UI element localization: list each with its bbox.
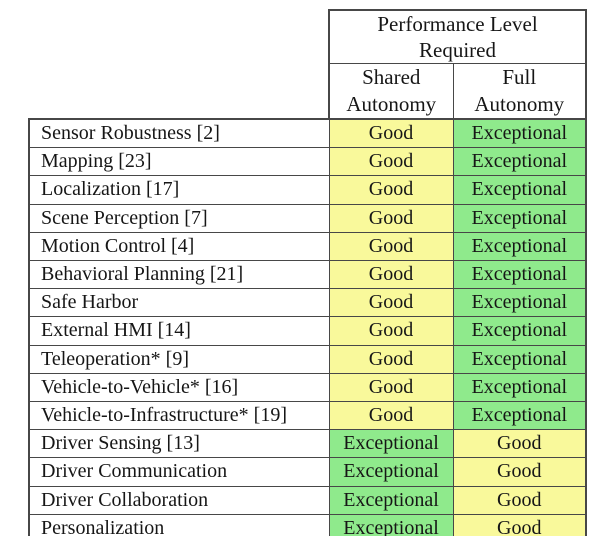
table-row: Safe Harbor Good Exceptional — [28, 288, 587, 318]
capability-label: External HMI [14] — [28, 316, 330, 346]
table-row: Personalization Exceptional Good — [28, 513, 587, 536]
full-autonomy-cell: Good — [452, 513, 587, 536]
full-autonomy-line2: Autonomy — [474, 92, 565, 116]
full-autonomy-cell: Exceptional — [452, 118, 587, 149]
performance-level-line2: Required — [419, 38, 496, 62]
table-row: Driver Collaboration Exceptional Good — [28, 485, 587, 515]
shared-autonomy-cell: Exceptional — [328, 513, 454, 536]
capability-label: Driver Collaboration — [28, 485, 330, 515]
full-autonomy-cell: Exceptional — [452, 344, 587, 374]
full-autonomy-cell: Good — [452, 457, 587, 487]
capability-label: Mapping [23] — [28, 147, 330, 177]
table-row: Teleoperation* [9] Good Exceptional — [28, 344, 587, 374]
capability-label: Localization [17] — [28, 175, 330, 205]
shared-autonomy-line1: Shared — [362, 65, 421, 89]
shared-autonomy-header: Shared Autonomy — [328, 63, 454, 120]
capability-label: Driver Sensing [13] — [28, 429, 330, 459]
shared-autonomy-cell: Good — [328, 260, 454, 290]
shared-autonomy-cell: Good — [328, 316, 454, 346]
shared-autonomy-cell: Exceptional — [328, 457, 454, 487]
table-row: Motion Control [4] Good Exceptional — [28, 231, 587, 262]
shared-autonomy-cell: Good — [328, 203, 454, 233]
full-autonomy-cell: Good — [452, 485, 587, 515]
table-row: Mapping [23] Good Exceptional — [28, 147, 587, 177]
capability-label: Behavioral Planning [21] — [28, 260, 330, 290]
full-autonomy-cell: Exceptional — [452, 175, 587, 205]
shared-autonomy-line2: Autonomy — [346, 92, 437, 116]
table-row: Vehicle-to-Vehicle* [16] Good Exceptional — [28, 372, 587, 403]
shared-autonomy-cell: Good — [328, 175, 454, 205]
shared-autonomy-cell: Good — [328, 372, 454, 403]
capability-label: Vehicle-to-Vehicle* [16] — [28, 372, 330, 403]
capability-label: Driver Communication — [28, 457, 330, 487]
table-row: Driver Sensing [13] Exceptional Good — [28, 429, 587, 459]
table-row: Localization [17] Good Exceptional — [28, 175, 587, 205]
performance-level-header: Performance Level Required — [328, 9, 587, 64]
full-autonomy-cell: Exceptional — [452, 401, 587, 431]
full-autonomy-header: Full Autonomy — [452, 63, 587, 120]
capability-label: Sensor Robustness [2] — [28, 118, 330, 149]
capability-label: Safe Harbor — [28, 288, 330, 318]
table-row: Sensor Robustness [2] Good Exceptional — [28, 118, 587, 149]
full-autonomy-cell: Good — [452, 429, 587, 459]
full-autonomy-cell: Exceptional — [452, 147, 587, 177]
shared-autonomy-cell: Good — [328, 231, 454, 262]
capability-label: Personalization — [28, 513, 330, 536]
shared-autonomy-cell: Good — [328, 344, 454, 374]
header-columns-row: Shared Autonomy Full Autonomy — [29, 63, 587, 120]
table-row: Behavioral Planning [21] Good Exceptional — [28, 260, 587, 290]
table-body: Sensor Robustness [2] Good Exceptional Mapp… — [28, 118, 587, 536]
shared-autonomy-cell: Good — [328, 147, 454, 177]
blank-corner-top — [29, 10, 330, 64]
full-autonomy-cell: Exceptional — [452, 372, 587, 403]
capability-label: Vehicle-to-Infrastructure* [19] — [28, 401, 330, 431]
table-row: Driver Communication Exceptional Good — [28, 457, 587, 487]
table-row: Scene Perception [7] Good Exceptional — [28, 203, 587, 233]
full-autonomy-cell: Exceptional — [452, 316, 587, 346]
capability-label: Teleoperation* [9] — [28, 344, 330, 374]
full-autonomy-cell: Exceptional — [452, 231, 587, 262]
full-autonomy-cell: Exceptional — [452, 203, 587, 233]
shared-autonomy-cell: Good — [328, 401, 454, 431]
shared-autonomy-cell: Exceptional — [328, 485, 454, 515]
performance-level-line1: Performance Level — [377, 12, 538, 36]
header-group-row: Performance Level Required — [29, 9, 587, 64]
blank-corner-bottom — [29, 63, 330, 119]
table-row: Vehicle-to-Infrastructure* [19] Good Excep… — [28, 401, 587, 431]
shared-autonomy-cell: Good — [328, 288, 454, 318]
performance-table: Performance Level Required Shared Autono… — [28, 9, 587, 536]
full-autonomy-line1: Full — [502, 65, 537, 89]
table-row: External HMI [14] Good Exceptional — [28, 316, 587, 346]
capability-label: Scene Perception [7] — [28, 203, 330, 233]
shared-autonomy-cell: Exceptional — [328, 429, 454, 459]
full-autonomy-cell: Exceptional — [452, 260, 587, 290]
full-autonomy-cell: Exceptional — [452, 288, 587, 318]
capability-label: Motion Control [4] — [28, 231, 330, 262]
shared-autonomy-cell: Good — [328, 118, 454, 149]
